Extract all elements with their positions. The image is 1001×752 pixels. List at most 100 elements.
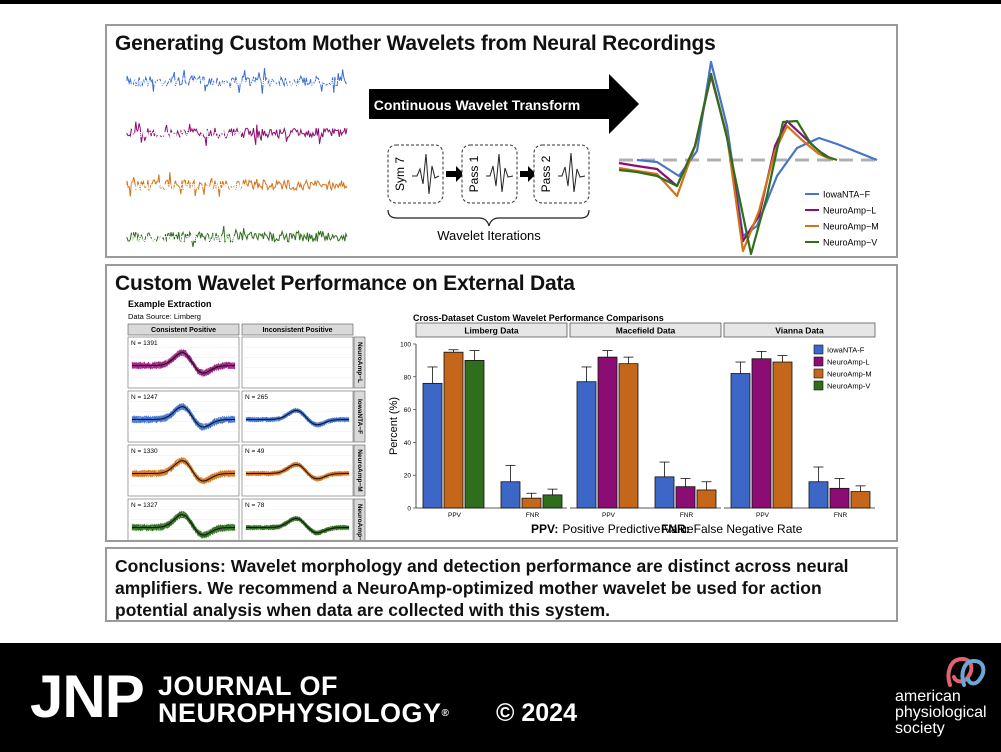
ppv-caption: PPV: Positive Predictive Value (531, 522, 694, 536)
waveform-mean (132, 352, 235, 374)
waveform-trace (131, 457, 236, 483)
chart-legend-label: NeuroAmp-L (827, 358, 870, 367)
pass2-wavelet-icon (558, 152, 586, 193)
legend-label: NeuroAmp−M (823, 222, 879, 232)
bar (422, 382, 443, 509)
iteration-box-pass2 (533, 144, 590, 204)
cwt-arrow-label: Continuous Wavelet Transform (374, 97, 580, 113)
chart-legend-label: NeuroAmp-V (827, 382, 870, 391)
bar (443, 351, 464, 509)
row-strip-label: IowaNTA−F (356, 399, 363, 434)
bar (675, 486, 696, 509)
row-strip (353, 444, 366, 497)
waveform-trace (131, 404, 236, 430)
chart-legend-swatch (813, 344, 824, 355)
panel-title: Generating Custom Mother Wavelets from N… (115, 32, 716, 55)
waveform-count: N = 1391 (131, 340, 158, 347)
journal-name-line2: NEUROPHYSIOLOGY® (158, 700, 449, 727)
x-tick-label: PPV (602, 512, 616, 519)
journal-name-line1: JOURNAL OF (158, 671, 339, 701)
column-strip-label: Inconsistent Positive (262, 327, 332, 334)
bar (464, 360, 485, 509)
recording-trace (126, 172, 348, 197)
iteration-label-pass1: Pass 1 (467, 155, 481, 192)
publisher-line1: american (895, 688, 961, 705)
waveform-trace (245, 464, 350, 482)
recording-label: NeuroAmp data - Limberg (131, 129, 242, 139)
row-strip (353, 336, 366, 389)
row-strip (353, 498, 366, 540)
performance-panel: Custom Wavelet Performance on External D… (105, 264, 898, 542)
sym7-wavelet-icon (412, 153, 440, 195)
waveform-count: N = 49 (245, 448, 265, 455)
journal-name: JOURNAL OF NEUROPHYSIOLOGY® (158, 673, 449, 727)
row-strip-label: NeuroAmp−M (356, 449, 363, 491)
performance-figure: Example Extraction Data Source: Limberg … (127, 299, 876, 540)
y-tick-label: 80 (404, 374, 412, 381)
x-tick-label: PPV (756, 512, 770, 519)
bar (829, 487, 850, 509)
legend-label: IowaNTA−F (823, 190, 871, 200)
extraction-title: Example Extraction (128, 299, 212, 309)
y-tick-label: 20 (404, 473, 412, 480)
recording-label: NeuroAmp data - Vianna (131, 233, 236, 243)
facet-strip (723, 322, 876, 338)
bar (772, 361, 793, 509)
wavelet-legend: IowaNTA−F NeuroAmp−L NeuroAmp−M NeuroAmp−V (805, 190, 879, 248)
conclusions-text: Conclusions: Wavelet morphology and dete… (115, 556, 849, 620)
iteration-label-pass2: Pass 2 (539, 155, 553, 192)
iteration-arrow-2 (520, 166, 536, 182)
publisher-line3: society (895, 720, 945, 737)
custom-wavelet-curves (618, 60, 878, 256)
publisher-line2: physiological (895, 704, 987, 721)
waveform-mean (246, 463, 349, 480)
extraction-grid: Consistent Positive Inconsistent Positive… (127, 323, 366, 540)
chart-legend-swatch (813, 368, 824, 379)
top-border (0, 0, 1001, 4)
waveform-count: N = 1330 (131, 448, 158, 455)
bar (654, 476, 675, 509)
bar (597, 356, 618, 509)
iteration-arrow-1 (446, 166, 464, 182)
waveform-mean (132, 406, 235, 428)
bar (850, 491, 871, 509)
iterations-label: Wavelet Iterations (437, 228, 541, 243)
column-strip (241, 323, 354, 336)
chart-title: Cross-Dataset Custom Wavelet Performance… (413, 313, 664, 323)
facet-label: Macefield Data (616, 326, 676, 336)
row-strip-label: NeuroAmp−V (356, 504, 363, 540)
iteration-label-sym7: Sym 7 (393, 157, 407, 191)
bar (542, 494, 563, 509)
waveform-trace (245, 409, 350, 427)
y-tick-label: 100 (400, 342, 411, 349)
chart-legend-label: IowaNTA-F (827, 346, 865, 355)
bar (751, 358, 772, 509)
copyright: © 2024 (496, 699, 577, 727)
x-tick-label: FNR (680, 512, 694, 519)
recording-trace (126, 121, 348, 146)
ppv-abbr: PPV: (531, 522, 558, 536)
publisher-name: american physiological society (895, 689, 987, 737)
facet-label: Vianna Data (775, 326, 824, 336)
recording-traces: Iowa Nerve Traffic Analysis System data … (126, 68, 348, 248)
journal-name-line2-text: NEUROPHYSIOLOGY (158, 698, 442, 728)
waveform-count: N = 1327 (131, 502, 158, 509)
column-strip (127, 323, 240, 336)
y-tick-label: 40 (404, 440, 412, 447)
iteration-box-pass1 (461, 144, 518, 204)
panel-title: Custom Wavelet Performance on External D… (115, 272, 575, 295)
bar-chart: Percent (%) 0 20 40 60 80 100 Limberg Data PPV FN… (388, 322, 876, 519)
aps-logo-icon (946, 656, 986, 687)
facet-label: Limberg Data (464, 326, 519, 336)
registered-mark: ® (441, 708, 450, 719)
jnp-logo: JNP (30, 663, 145, 730)
waveform-count: N = 78 (245, 502, 265, 509)
y-tick-label: 60 (404, 407, 412, 414)
extraction-source: Data Source: Limberg (128, 312, 201, 321)
cwt-arrow (369, 74, 639, 134)
recording-trace (126, 68, 348, 94)
bar (618, 363, 639, 509)
facet-strip (569, 322, 722, 338)
waveform-count: N = 1247 (131, 394, 158, 401)
waveform-trace (131, 353, 236, 377)
